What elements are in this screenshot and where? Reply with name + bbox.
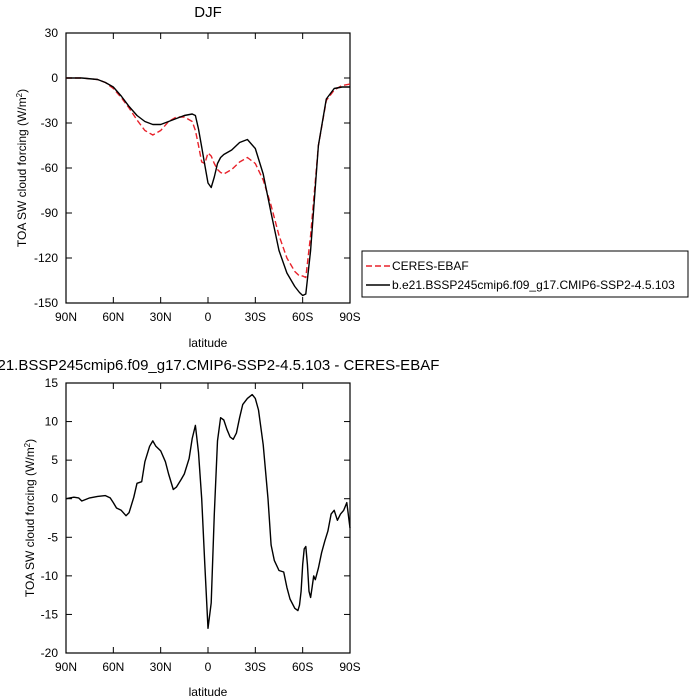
bottom-x-tick-label: 90S [339,660,360,674]
top-series-line-0 [66,77,351,279]
top-chart-title: DJF [194,4,222,21]
bottom-y-tick-label: -15 [41,607,59,621]
bottom-panel: b.e21.BSSP245cmip6.f09_g17.CMIP6-SSP2-4.… [0,357,439,699]
top-y-axis-label-superscript: 2 [15,92,24,97]
bottom-x-tick-label: 90N [55,660,77,674]
top-x-tick-label: 90S [339,310,360,324]
top-series-line-1 [66,77,350,297]
bottom-chart-title: b.e21.BSSP245cmip6.f09_g17.CMIP6-SSP2-4.… [0,357,439,374]
bottom-y-tick-label: 0 [51,492,58,506]
bottom-plot-frame [65,382,351,654]
bottom-x-tick-label: 0 [205,660,212,674]
top-series-layer [66,77,351,297]
top-y-tick-label: -150 [34,296,58,310]
top-y-tick-label: -30 [41,116,59,130]
legend-label-model: b.e21.BSSP245cmip6.f09_g17.CMIP6-SSP2-4.… [392,278,675,292]
bottom-y-tick-label: -20 [41,646,59,660]
bottom-series-layer [65,393,351,629]
bottom-y-axis-label: TOA SW cloud forcing (W/m2) [23,439,37,597]
bottom-x-axis-label: latitude [189,685,228,699]
top-x-tick-label: 90N [55,310,77,324]
top-y-tick-label: -60 [41,161,59,175]
top-y-tick-label: -90 [41,206,59,220]
top-x-tick-label: 30S [245,310,266,324]
bottom-series-line-0 [65,393,351,629]
top-x-axis-label: latitude [189,336,228,350]
top-y-axis-label-close: ) [15,89,29,93]
bottom-y-tick-label: 15 [45,376,59,390]
bottom-y-tick-label: 10 [45,415,59,429]
bottom-tick-layer: 90N 60N 30N 0 30S 60S 90S 15 10 5 0 -5 -10 -15 -20 [41,376,361,674]
top-x-tick-label: 0 [205,310,212,324]
legend-box [361,250,689,298]
top-y-tick-label: -120 [34,251,58,265]
bottom-y-tick-label: 5 [51,453,58,467]
bottom-y-tick-label: -5 [47,530,58,544]
top-x-tick-label: 60S [292,310,313,324]
bottom-x-tick-label: 60N [102,660,124,674]
top-x-tick-label: 60N [102,310,124,324]
bottom-y-axis-label-close: ) [23,439,37,443]
top-panel: DJF 90N 60N 30N 0 30S 60S 90S 30 0 -30 -60 -90 -120 -… [15,4,361,350]
bottom-x-tick-label: 30N [150,660,172,674]
bottom-x-tick-label: 30S [245,660,266,674]
top-y-tick-label: 0 [51,71,58,85]
bottom-y-axis-label-text: TOA SW cloud forcing (W/m [23,447,37,597]
bottom-y-tick-label: -10 [41,569,59,583]
top-y-axis-label-text: TOA SW cloud forcing (W/m [15,97,29,247]
top-y-tick-label: 30 [45,26,59,40]
bottom-x-tick-label: 60S [292,660,313,674]
legend: CERES-EBAF b.e21.BSSP245cmip6.f09_g17.CM… [361,250,689,298]
top-x-tick-label: 30N [150,310,172,324]
legend-label-ceres-ebaf: CERES-EBAF [392,259,469,273]
top-tick-layer: 90N 60N 30N 0 30S 60S 90S 30 0 -30 -60 -90 -120 -150 [34,26,361,324]
bottom-y-axis-label-superscript: 2 [23,442,32,447]
top-y-axis-label: TOA SW cloud forcing (W/m2) [15,89,29,247]
